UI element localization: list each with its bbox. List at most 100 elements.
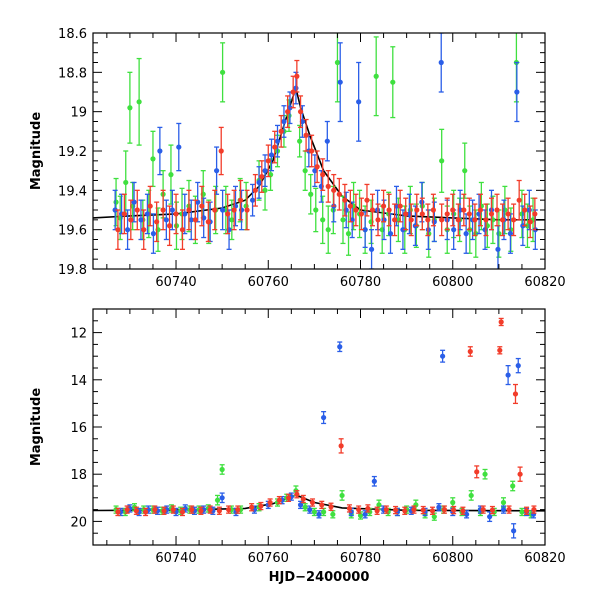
data-marker (136, 99, 142, 105)
data-marker (259, 173, 265, 180)
x-tick-label: 60780 (340, 551, 381, 566)
data-point (131, 181, 137, 223)
data-marker (425, 217, 431, 223)
data-point (403, 197, 409, 231)
data-marker (214, 168, 220, 174)
data-marker (161, 508, 167, 514)
data-point (411, 505, 417, 514)
data-point (339, 490, 345, 501)
x-tick-label: 60760 (248, 275, 289, 290)
data-point (321, 411, 327, 425)
data-point (300, 494, 306, 504)
data-point (362, 510, 368, 519)
data-point (365, 504, 371, 513)
data-point (278, 114, 284, 148)
data-marker (375, 217, 381, 223)
data-point (374, 506, 380, 515)
data-marker (368, 246, 375, 252)
data-point (531, 505, 537, 514)
data-marker (169, 207, 175, 213)
data-marker (337, 79, 343, 85)
data-marker (506, 507, 512, 513)
data-marker (144, 211, 151, 217)
data-marker (309, 499, 316, 506)
data-point (302, 503, 308, 512)
plot-area (93, 317, 545, 539)
data-marker (321, 414, 327, 421)
data-point (219, 492, 225, 504)
data-marker (462, 168, 468, 174)
data-point (371, 475, 377, 487)
data-point (419, 197, 425, 231)
data-point (198, 506, 204, 515)
data-point (297, 124, 303, 158)
data-marker (402, 508, 408, 514)
data-marker (124, 507, 130, 513)
data-marker (123, 179, 129, 186)
data-marker (487, 514, 493, 520)
data-point (358, 197, 365, 231)
data-marker (278, 128, 284, 134)
data-marker (472, 217, 478, 223)
data-point (400, 209, 406, 250)
data-marker (489, 507, 496, 513)
data-marker (519, 509, 525, 515)
data-marker (199, 203, 205, 209)
data-marker (342, 197, 348, 203)
data-point (484, 203, 490, 249)
y-tick-label: 12 (70, 327, 87, 342)
data-point (272, 130, 278, 164)
data-marker (235, 507, 241, 513)
data-point (173, 193, 179, 235)
data-marker (515, 363, 521, 369)
data-point (150, 130, 156, 188)
data-marker (147, 203, 153, 209)
data-point (274, 124, 281, 158)
data-point (519, 189, 525, 239)
data-marker (392, 217, 398, 223)
data-marker (115, 227, 121, 233)
data-point (237, 179, 244, 221)
data-point (229, 199, 235, 241)
data-marker (249, 504, 255, 510)
y-tick-label: 18 (70, 468, 87, 483)
data-point (460, 506, 466, 515)
data-point (356, 61, 362, 142)
data-point (505, 197, 511, 231)
data-marker (272, 144, 278, 150)
data-marker (325, 227, 331, 233)
data-marker (371, 478, 377, 484)
y-axis-title: Magnitude (29, 112, 44, 191)
data-marker (356, 507, 362, 513)
data-marker (347, 203, 353, 209)
data-point (489, 505, 496, 515)
data-point (152, 505, 158, 514)
data-marker (362, 227, 368, 233)
data-marker (512, 391, 519, 397)
data-marker (285, 495, 292, 501)
data-marker (128, 217, 134, 223)
data-point (218, 126, 224, 176)
data-marker (500, 507, 507, 513)
data-marker (268, 152, 275, 158)
data-marker (302, 168, 308, 174)
data-marker (281, 118, 287, 125)
data-point (438, 33, 444, 93)
data-marker (313, 207, 319, 213)
data-marker (376, 502, 382, 508)
data-marker (150, 231, 157, 237)
data-point (157, 126, 163, 176)
data-point (170, 505, 176, 514)
data-point (231, 189, 237, 231)
data-point (337, 42, 343, 123)
data-point (468, 490, 474, 501)
data-marker (276, 497, 282, 503)
data-point (462, 142, 468, 199)
data-point (325, 170, 331, 203)
data-marker (507, 231, 514, 237)
data-marker (467, 348, 473, 355)
data-marker (179, 227, 186, 233)
data-point (483, 203, 489, 237)
data-point (353, 193, 359, 227)
data-marker (383, 507, 389, 513)
